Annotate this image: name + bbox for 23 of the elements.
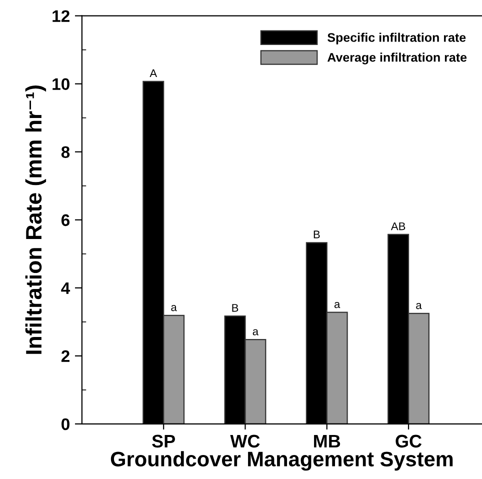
annotation: B	[232, 304, 238, 312]
x-axis-title: Groundcover Management System	[110, 451, 453, 471]
x-tick-label: MB	[314, 434, 340, 448]
annotation: a	[252, 329, 259, 336]
x-tick-label: WC	[230, 434, 260, 448]
annotation: a	[171, 305, 177, 312]
annotation: B	[314, 230, 320, 238]
y-tick-label: 0	[62, 418, 70, 430]
y-axis-title: Infiltration Rate (mm hr⁻¹)	[25, 85, 46, 354]
annotation: AB	[390, 222, 406, 230]
y-tick-label: 4	[61, 282, 70, 294]
annotation: a	[334, 302, 340, 308]
y-tick-label: 2	[61, 350, 70, 362]
y-tick-label: 10	[52, 78, 70, 90]
y-tick-label: 12	[52, 10, 70, 22]
y-tick-label: 6	[61, 214, 70, 226]
annotation: A	[150, 69, 158, 78]
x-tick-label: GC	[396, 434, 422, 448]
annotation: a	[416, 303, 422, 310]
legend-label: Average infiltration rate	[327, 52, 467, 64]
y-tick-label: 8	[61, 146, 70, 158]
legend-label: Specific infiltration rate	[328, 32, 466, 44]
x-tick-label: SP	[152, 434, 176, 448]
